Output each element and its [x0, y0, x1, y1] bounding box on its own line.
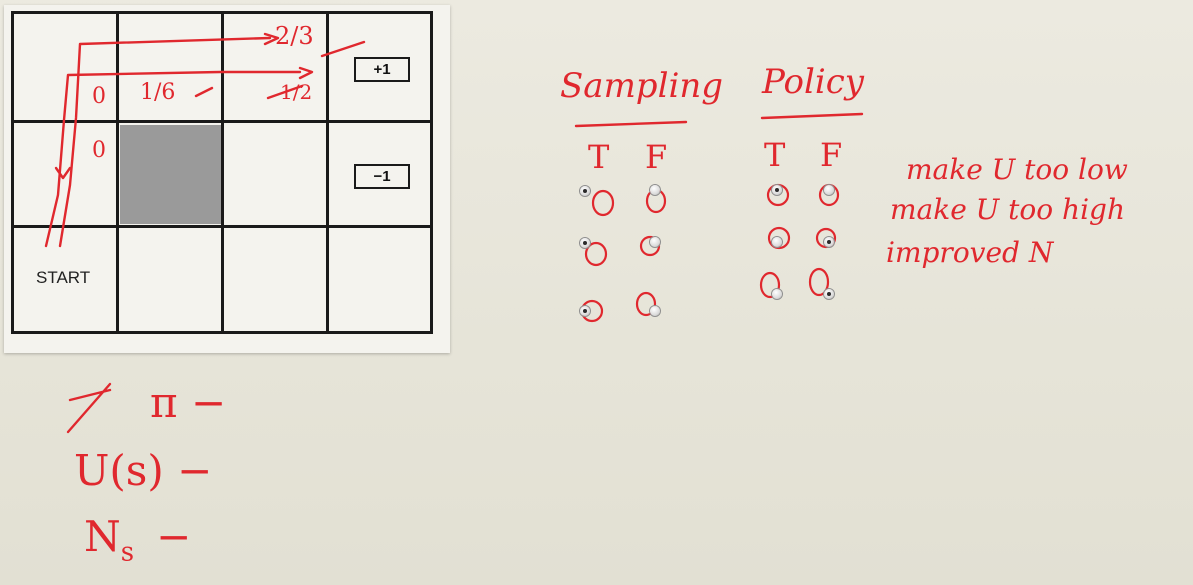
ns-label: N: [84, 512, 121, 561]
sampling-true-label: T: [588, 138, 610, 176]
statement-too-high: make U too high: [890, 193, 1125, 226]
grid-line: [221, 14, 224, 331]
ns-note: Ns −: [84, 512, 191, 567]
policy-q3-true-radio[interactable]: [772, 289, 782, 299]
sampling-q3-false-radio[interactable]: [650, 306, 660, 316]
policy-q1-false-radio[interactable]: [824, 185, 834, 195]
strike-mark: [266, 84, 304, 100]
policy-q2-true-radio[interactable]: [772, 237, 782, 247]
grid-world: [11, 11, 433, 334]
cell-value: 2/3: [275, 22, 314, 50]
underline: [574, 120, 688, 128]
policy-false-label: F: [820, 136, 843, 174]
utility-note: U(s) −: [74, 446, 213, 495]
plus-reward-box: +1: [354, 57, 410, 82]
statement-improved-n: improved N: [886, 236, 1054, 269]
strike-mark: [194, 86, 214, 98]
cell-value: 0: [92, 84, 106, 109]
sampling-q1-true-radio[interactable]: [580, 186, 590, 196]
grid-line: [116, 14, 119, 331]
policy-true-label: T: [764, 136, 786, 174]
cell-value: 0: [92, 138, 106, 163]
ns-subscript: s: [120, 537, 135, 568]
ns-dash: −: [156, 512, 192, 561]
grid-line: [326, 14, 329, 331]
start-label: START: [36, 268, 91, 287]
grid-line: [14, 120, 430, 123]
path-arrow: [44, 70, 302, 248]
policy-q1-true-radio[interactable]: [772, 185, 782, 195]
strike-mark: [66, 382, 112, 434]
sampling-q3-true-radio[interactable]: [580, 306, 590, 316]
statement-too-low: make U too low: [906, 153, 1128, 186]
sampling-q1-false-radio[interactable]: [650, 185, 660, 195]
path-arrow: [58, 36, 272, 248]
minus-reward-box: −1: [354, 164, 410, 189]
sampling-false-label: F: [645, 138, 668, 176]
underline: [760, 112, 864, 120]
path-arrowhead: [54, 166, 72, 180]
pi-note: π −: [150, 378, 227, 427]
grid-line: [14, 225, 430, 228]
path-arrowhead: [263, 32, 280, 46]
path-arrow: [320, 40, 366, 58]
policy-q2-false-radio[interactable]: [824, 237, 834, 247]
cell-value: 1/6: [140, 80, 176, 105]
sampling-q2-true-radio[interactable]: [580, 238, 590, 248]
wall-cell: [120, 125, 221, 224]
sampling-q2-false-radio[interactable]: [650, 237, 660, 247]
sampling-header: Sampling: [560, 66, 723, 106]
policy-header: Policy: [762, 62, 864, 102]
path-arrowhead: [298, 66, 314, 80]
policy-q3-false-radio[interactable]: [824, 289, 834, 299]
